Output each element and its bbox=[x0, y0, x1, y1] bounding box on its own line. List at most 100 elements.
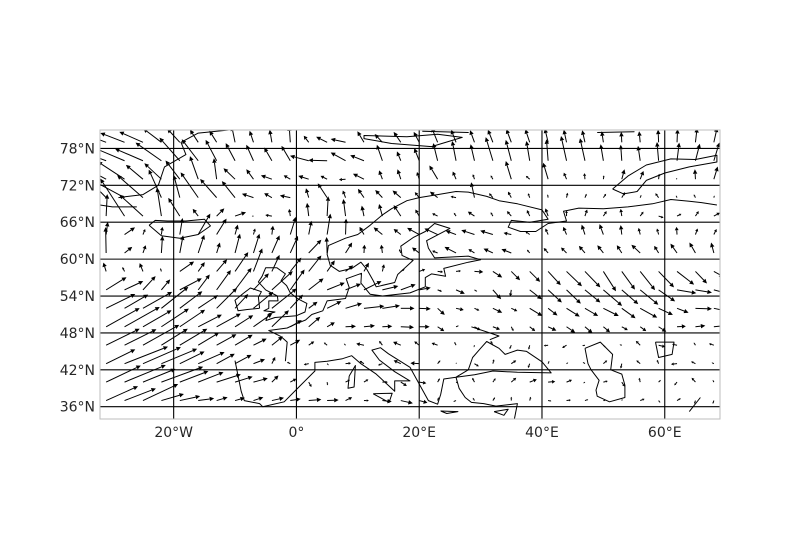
wind-arrow bbox=[545, 228, 549, 235]
wind-arrow bbox=[487, 130, 494, 143]
wind-arrow bbox=[548, 400, 552, 402]
wind-arrow bbox=[562, 344, 567, 348]
wind-arrow bbox=[454, 341, 457, 346]
wind-arrow bbox=[619, 344, 622, 346]
wind-arrow bbox=[253, 358, 266, 365]
wind-arrow bbox=[271, 357, 276, 364]
wind-arrow bbox=[492, 271, 503, 278]
wind-arrow bbox=[308, 239, 322, 254]
wind-arrow bbox=[432, 213, 438, 217]
wind-arrow bbox=[413, 131, 420, 143]
wind-arrow bbox=[492, 378, 496, 383]
wind-arrow bbox=[342, 190, 347, 198]
wind-arrow bbox=[526, 210, 531, 217]
coastline bbox=[347, 365, 356, 389]
wind-arrow bbox=[398, 249, 402, 254]
wind-arrow bbox=[639, 194, 642, 198]
wind-arrow bbox=[603, 307, 619, 317]
wind-arrow bbox=[654, 245, 660, 254]
wind-arrow bbox=[377, 363, 383, 366]
wind-arrow bbox=[619, 208, 623, 217]
wind-arrow bbox=[419, 380, 427, 385]
wind-arrow bbox=[437, 289, 443, 292]
wind-arrow bbox=[584, 271, 601, 288]
wind-arrow bbox=[197, 234, 205, 254]
y-tick-label: 48°N bbox=[60, 326, 95, 342]
wind-arrow bbox=[345, 283, 361, 291]
wind-arrow bbox=[543, 344, 549, 347]
wind-arrow bbox=[345, 379, 350, 383]
wind-arrow bbox=[290, 320, 302, 328]
wind-arrow bbox=[305, 202, 310, 217]
wind-arrow bbox=[105, 277, 127, 291]
wind-arrow bbox=[656, 130, 661, 143]
wind-arrow bbox=[308, 255, 322, 272]
wind-arrow bbox=[603, 360, 608, 365]
wind-arrow bbox=[455, 362, 457, 364]
wind-arrow bbox=[415, 209, 420, 217]
wind-arrow bbox=[566, 271, 582, 287]
wind-arrow bbox=[159, 268, 162, 272]
wind-arrow bbox=[566, 289, 581, 304]
wind-arrow bbox=[547, 307, 558, 316]
wind-arrow bbox=[419, 324, 430, 329]
wind-arrow bbox=[124, 280, 144, 291]
wind-arrow bbox=[467, 211, 475, 217]
wind-arrow bbox=[253, 313, 273, 328]
wind-arrow bbox=[326, 322, 335, 328]
wind-arrow bbox=[265, 213, 272, 218]
wind-arrow bbox=[484, 137, 494, 161]
wind-arrow bbox=[209, 130, 218, 143]
wind-arrow bbox=[234, 375, 253, 383]
wind-arrow bbox=[200, 178, 218, 198]
wind-arrow bbox=[631, 244, 641, 254]
wind-arrow bbox=[621, 398, 623, 401]
wind-arrow bbox=[713, 130, 719, 143]
wind-arrow bbox=[621, 192, 626, 198]
wind-arrow bbox=[303, 363, 309, 366]
wind-arrow bbox=[251, 215, 254, 217]
wind-arrow bbox=[124, 388, 156, 402]
wind-arrow bbox=[216, 396, 228, 402]
wind-arrow bbox=[393, 341, 401, 346]
wind-arrow bbox=[695, 289, 712, 295]
wind-arrow bbox=[455, 269, 461, 273]
wind-arrow bbox=[357, 131, 365, 143]
wind-arrow bbox=[469, 144, 475, 161]
wind-arrow bbox=[345, 265, 354, 272]
wind-arrow bbox=[543, 248, 549, 254]
wind-arrow bbox=[455, 381, 459, 384]
wind-arrow bbox=[326, 301, 342, 309]
wind-arrow bbox=[472, 397, 475, 401]
wind-arrow bbox=[198, 351, 225, 365]
wind-arrow bbox=[260, 174, 273, 180]
wind-arrow bbox=[455, 307, 464, 312]
wind-arrow bbox=[583, 381, 586, 384]
coastlines bbox=[100, 130, 718, 419]
wind-arrow bbox=[693, 194, 696, 198]
wind-arrow bbox=[529, 326, 536, 332]
wind-arrow bbox=[636, 145, 641, 161]
wind-arrow bbox=[504, 139, 512, 161]
wind-arrow bbox=[529, 289, 542, 300]
wind-arrow bbox=[320, 175, 328, 180]
wind-arrow bbox=[379, 340, 383, 346]
wind-arrow bbox=[234, 315, 254, 328]
y-tick-label: 66°N bbox=[60, 215, 95, 231]
wind-arrow bbox=[453, 212, 457, 217]
wind-arrow bbox=[363, 399, 369, 402]
wind-arrow bbox=[216, 353, 235, 365]
coastline bbox=[688, 397, 701, 412]
wind-arrow bbox=[490, 175, 494, 180]
wind-arrow bbox=[253, 338, 267, 346]
wind-arrow bbox=[635, 340, 641, 346]
wind-arrow bbox=[616, 245, 623, 254]
wind-arrow bbox=[286, 361, 291, 365]
wind-arrow bbox=[547, 289, 562, 303]
wind-arrow bbox=[581, 130, 586, 143]
wind-arrow bbox=[179, 394, 201, 402]
wind-arrow bbox=[708, 343, 715, 346]
wind-arrow bbox=[221, 181, 236, 198]
wind-arrow bbox=[124, 306, 160, 328]
wind-arrow bbox=[142, 245, 147, 254]
